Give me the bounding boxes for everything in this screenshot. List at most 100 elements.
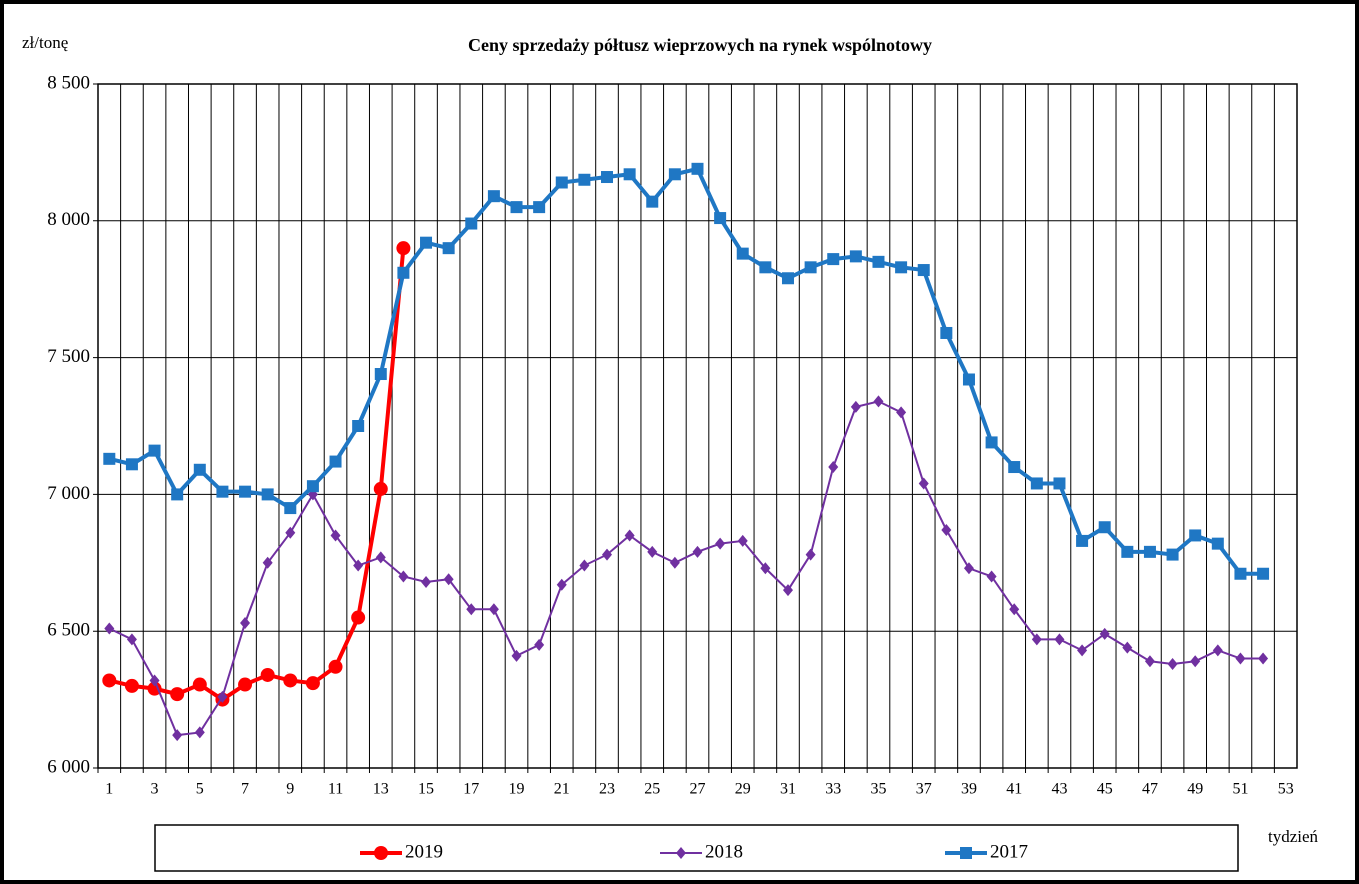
point <box>760 562 771 575</box>
x-tick-label: 21 <box>554 781 570 798</box>
point <box>1121 545 1134 558</box>
point <box>960 847 972 859</box>
point <box>1009 603 1020 616</box>
point <box>601 171 614 184</box>
point <box>624 529 635 542</box>
point <box>148 444 161 457</box>
chart-title: Ceny sprzedaży półtusz wieprzowych na ry… <box>468 35 932 55</box>
point <box>1053 477 1066 490</box>
point <box>1143 545 1156 558</box>
point <box>715 537 726 550</box>
x-tick-label: 35 <box>870 781 886 798</box>
point <box>1257 567 1270 580</box>
x-tick-label: 9 <box>286 781 294 798</box>
point <box>804 261 817 274</box>
y-tick-label: 8 500 <box>47 72 90 93</box>
point <box>104 622 115 635</box>
point <box>1234 567 1247 580</box>
x-tick-label: 1 <box>105 781 113 798</box>
point <box>873 395 884 408</box>
point <box>443 573 454 586</box>
point <box>1122 641 1133 654</box>
point <box>737 534 748 547</box>
point <box>375 551 386 564</box>
x-tick-label: 11 <box>328 781 343 798</box>
point <box>172 729 183 742</box>
point <box>125 458 138 471</box>
x-tick-label: 43 <box>1051 781 1067 798</box>
point <box>488 603 499 616</box>
point <box>260 667 275 682</box>
x-tick-label: 33 <box>825 781 841 798</box>
point <box>1190 655 1201 668</box>
point <box>828 461 839 474</box>
point <box>351 610 366 625</box>
point <box>465 217 478 230</box>
x-tick-label: 51 <box>1232 781 1248 798</box>
point <box>103 452 116 465</box>
point <box>556 578 567 591</box>
point <box>353 559 364 572</box>
point <box>579 559 590 572</box>
y-axis-label: zł/tonę <box>22 33 68 52</box>
point <box>918 477 929 490</box>
point <box>1030 477 1043 490</box>
point <box>1077 644 1088 657</box>
y-tick-label: 6 000 <box>47 756 90 777</box>
point <box>895 261 908 274</box>
point <box>102 673 117 688</box>
y-tick-label: 6 500 <box>47 620 90 641</box>
x-tick-label: 29 <box>735 781 751 798</box>
point <box>193 463 206 476</box>
point <box>216 485 229 498</box>
legend-box <box>154 824 1239 872</box>
point <box>963 562 974 575</box>
point <box>330 529 341 542</box>
series-line <box>108 166 1264 576</box>
point <box>126 633 137 646</box>
point <box>283 673 298 688</box>
point <box>398 570 409 583</box>
point <box>1167 658 1178 671</box>
point <box>647 545 658 558</box>
point <box>1031 633 1042 646</box>
point <box>1099 627 1110 640</box>
point <box>442 242 455 255</box>
point <box>466 603 477 616</box>
point <box>985 436 998 449</box>
point <box>533 201 546 214</box>
point <box>239 485 252 498</box>
x-tick-label: 23 <box>599 781 615 798</box>
x-tick-label: 5 <box>196 781 204 798</box>
point <box>714 212 727 225</box>
point <box>1212 644 1223 657</box>
x-tick-label: 31 <box>780 781 796 798</box>
point <box>849 250 862 263</box>
point <box>171 488 184 501</box>
point <box>759 261 772 274</box>
point <box>1144 655 1155 668</box>
point <box>692 545 703 558</box>
x-tick-label: 17 <box>463 781 479 798</box>
point <box>555 176 568 189</box>
x-tick-label: 49 <box>1187 781 1203 798</box>
point <box>284 502 297 515</box>
point <box>421 575 432 588</box>
point <box>373 481 388 496</box>
point <box>1008 461 1021 474</box>
point <box>917 264 930 277</box>
point <box>669 556 680 569</box>
point <box>805 548 816 561</box>
point <box>1076 534 1089 547</box>
point <box>487 190 500 203</box>
point <box>602 548 613 561</box>
point <box>1189 529 1202 542</box>
point <box>962 373 975 386</box>
x-tick-label: 19 <box>509 781 525 798</box>
point <box>238 677 253 692</box>
point <box>352 420 365 432</box>
legend-label: 2018 <box>705 841 743 862</box>
x-tick-label: 53 <box>1278 781 1294 798</box>
